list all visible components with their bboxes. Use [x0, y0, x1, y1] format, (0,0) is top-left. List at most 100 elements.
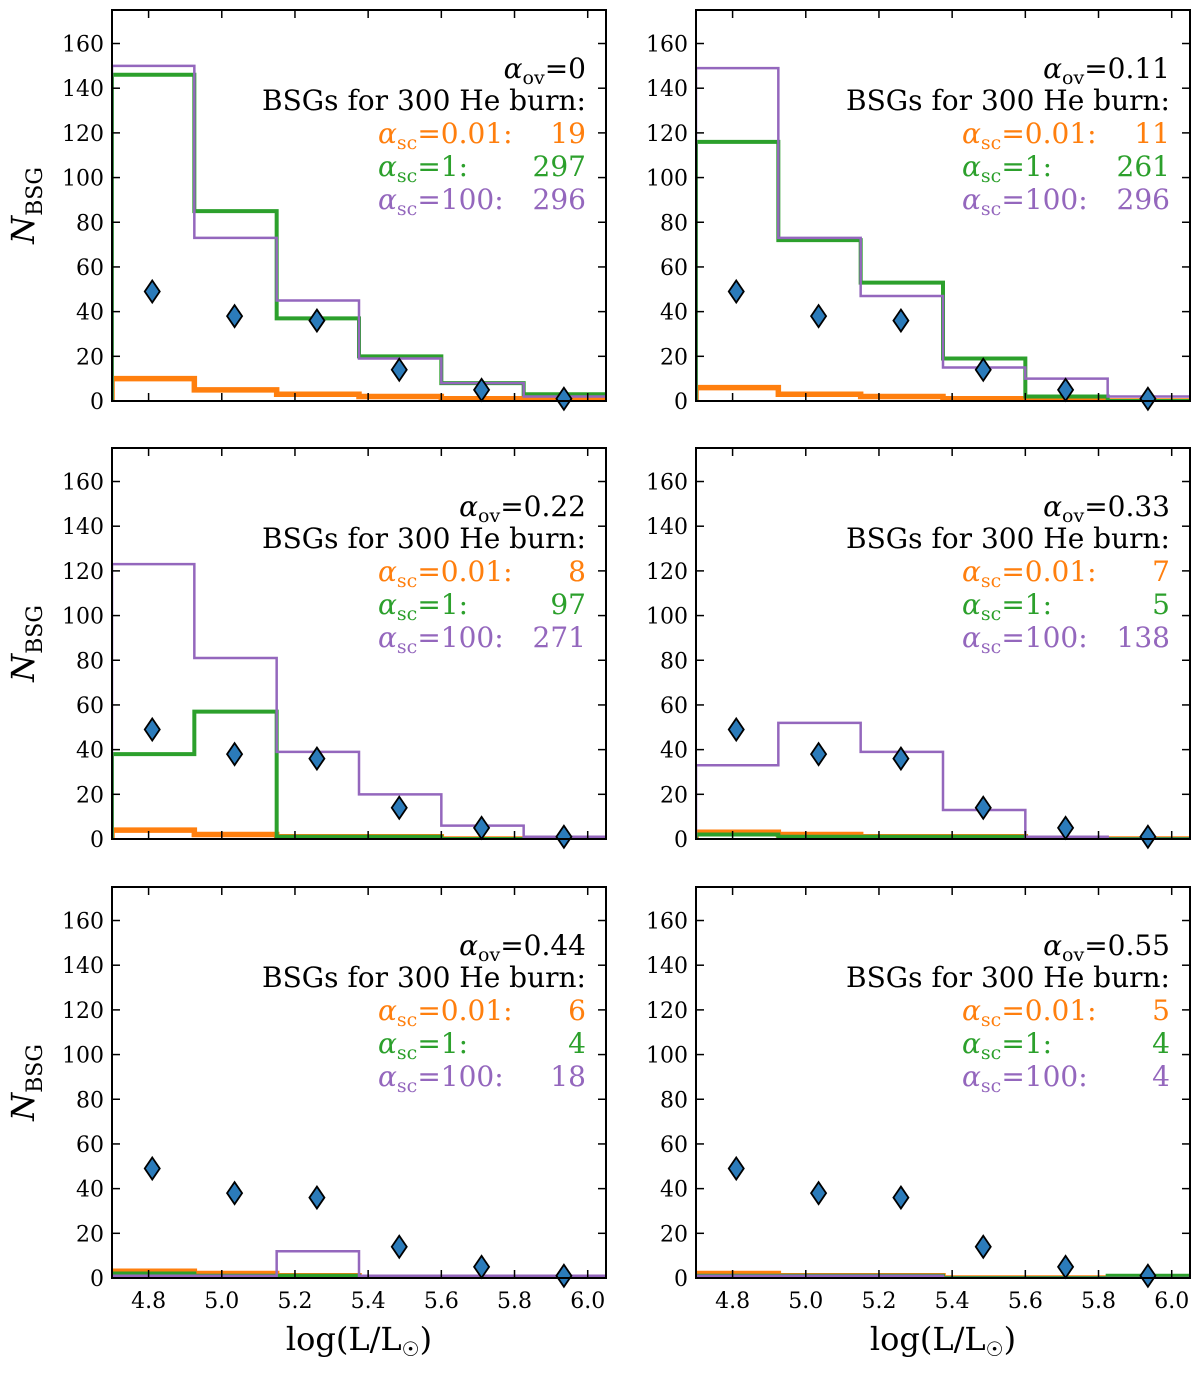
y-tick-label: 60	[660, 694, 688, 719]
y-tick-label: 80	[76, 649, 104, 674]
observed-point	[892, 307, 910, 334]
burn-label: BSGs for 300 He burn:	[262, 522, 586, 555]
y-tick-label: 0	[90, 390, 104, 415]
observed-point	[809, 1180, 828, 1206]
x-axis-label: log(L/L☉)	[286, 1320, 432, 1361]
legend-sc_0_01-count: 19	[550, 117, 586, 150]
legend-sc_1-count: 261	[1117, 150, 1170, 183]
x-tick-label: 5.2	[861, 1289, 896, 1314]
axes-frame	[111, 886, 607, 1279]
y-tick-label: 120	[646, 122, 688, 147]
burn-label: BSGs for 300 He burn:	[262, 961, 586, 994]
axes-frame	[695, 9, 1191, 402]
panel-bottom-left: 0 20 40 60 80 100 120 140 160 4.8 5.0 5.2 5.4 5.6 5.8 6…	[4, 886, 607, 1361]
y-tick-label: 140	[62, 954, 104, 979]
observed-point	[892, 745, 910, 772]
x-tick-label: 6.0	[570, 1289, 605, 1314]
plot-area	[696, 1270, 1190, 1278]
plot-area	[112, 64, 606, 401]
observed-point	[727, 278, 745, 305]
plot-area	[696, 66, 1190, 401]
y-tick-label: 40	[660, 739, 688, 764]
plot-area	[696, 721, 1190, 839]
y-tick-label: 80	[660, 649, 688, 674]
alpha-ov-label: αov=0.55	[1043, 929, 1170, 966]
hist-sc_1	[112, 709, 606, 839]
alpha-ov-label: αov=0.11	[1043, 52, 1170, 89]
observed-point	[974, 1234, 992, 1260]
y-tick-label: 60	[660, 1133, 688, 1158]
legend-sc_1-label: αsc=1:	[378, 1027, 468, 1064]
observed-point	[892, 1184, 910, 1211]
hist-sc_100	[696, 721, 1190, 839]
y-tick-label: 20	[660, 783, 688, 808]
legend-sc_100-count: 18	[550, 1060, 586, 1093]
y-tick-label: 20	[660, 345, 688, 370]
legend-sc_100-label: αsc=100:	[962, 621, 1088, 658]
hist-sc_100	[112, 64, 606, 401]
observed-point	[555, 1263, 573, 1289]
observed-point	[390, 1234, 408, 1260]
legend-sc_100-label: αsc=100:	[962, 183, 1088, 220]
observed-point	[225, 1180, 244, 1206]
hist-sc_100	[696, 1274, 1190, 1278]
y-tick-label: 20	[660, 1222, 688, 1247]
y-axis-label: NBSG	[4, 1044, 48, 1122]
legend-sc_1-count: 4	[568, 1027, 586, 1060]
observed-point	[308, 307, 326, 334]
x-tick-label: 5.0	[788, 1289, 823, 1314]
y-tick-label: 120	[62, 999, 104, 1024]
y-tick-label: 60	[76, 694, 104, 719]
y-tick-label: 60	[76, 256, 104, 281]
legend-sc_1-label: αsc=1:	[962, 1027, 1052, 1064]
alpha-ov-label: αov=0.44	[459, 929, 586, 966]
legend-sc_0_01-label: αsc=0.01:	[962, 117, 1097, 154]
observed-point	[555, 824, 573, 850]
x-tick-label: 4.8	[715, 1289, 750, 1314]
hist-sc_0_01	[112, 375, 606, 401]
y-tick-label: 140	[62, 77, 104, 102]
y-tick-label: 20	[76, 1222, 104, 1247]
observed-point	[143, 716, 161, 743]
y-tick-label: 0	[90, 828, 104, 853]
y-tick-label: 160	[646, 471, 688, 496]
y-tick-label: 20	[76, 783, 104, 808]
legend-sc_100-count: 271	[533, 621, 586, 654]
plot-area	[112, 562, 606, 839]
burn-label: BSGs for 300 He burn:	[846, 961, 1170, 994]
observed-point	[809, 303, 828, 329]
y-tick-label: 40	[660, 301, 688, 326]
y-tick-label: 120	[62, 560, 104, 585]
axes-frame	[111, 9, 607, 402]
observed-point	[555, 386, 573, 412]
legend-sc_1-label: αsc=1:	[962, 150, 1052, 187]
y-tick-label: 100	[646, 605, 688, 630]
observed-point	[1139, 386, 1157, 412]
y-tick-label: 80	[76, 1088, 104, 1113]
legend-sc_0_01-count: 7	[1152, 555, 1170, 588]
observed-point	[308, 745, 326, 772]
y-tick-label: 40	[76, 1178, 104, 1203]
legend-sc_100-label: αsc=100:	[378, 183, 504, 220]
x-tick-label: 5.8	[1081, 1289, 1116, 1314]
observed-point	[472, 815, 491, 841]
observed-point	[143, 1155, 161, 1182]
observed-point	[727, 1155, 745, 1182]
burn-label: BSGs for 300 He burn:	[262, 84, 586, 117]
y-tick-label: 80	[660, 211, 688, 236]
y-tick-label: 160	[646, 33, 688, 58]
legend-sc_100-label: αsc=100:	[962, 1060, 1088, 1097]
x-axis-label: log(L/L☉)	[870, 1320, 1016, 1361]
y-tick-label: 0	[674, 828, 688, 853]
legend-sc_100-label: αsc=100:	[378, 621, 504, 658]
burn-label: BSGs for 300 He burn:	[846, 522, 1170, 555]
observed-point	[1139, 824, 1157, 850]
y-tick-label: 100	[62, 1044, 104, 1069]
axes-frame	[111, 447, 607, 840]
observed-point	[390, 795, 408, 821]
legend-sc_0_01-count: 8	[568, 555, 586, 588]
legend-sc_1-label: αsc=1:	[962, 588, 1052, 625]
y-tick-label: 40	[76, 739, 104, 764]
